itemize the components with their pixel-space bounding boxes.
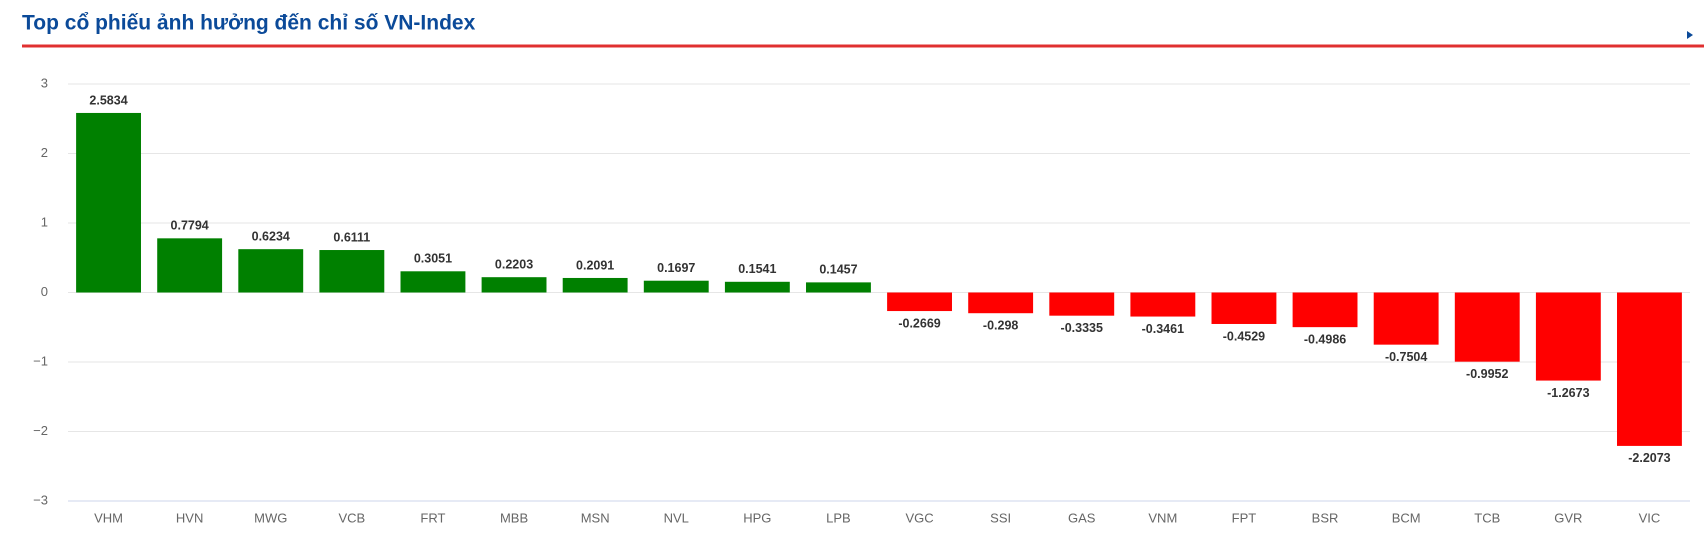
y-tick-label: −1 <box>33 353 48 368</box>
y-tick-label: 2 <box>41 145 48 160</box>
bar <box>76 112 141 293</box>
bar <box>562 277 628 293</box>
bar <box>1373 292 1439 345</box>
value-label: -1.2673 <box>1547 386 1589 400</box>
value-label: -0.7504 <box>1385 350 1427 364</box>
x-tick-label: MSN <box>581 510 610 525</box>
bar <box>238 249 304 293</box>
x-tick-label: VCB <box>338 510 365 525</box>
bar <box>400 271 466 293</box>
y-tick-label: 3 <box>41 75 48 90</box>
y-tick-label: −3 <box>33 492 48 507</box>
bar <box>1049 292 1115 316</box>
value-label: 0.3051 <box>414 252 452 266</box>
bar <box>319 250 385 293</box>
x-tick-label: VNM <box>1148 510 1177 525</box>
value-label: 0.6111 <box>333 230 370 244</box>
value-label: 0.2203 <box>495 257 533 271</box>
bar <box>724 281 790 293</box>
x-tick-label: GVR <box>1554 510 1582 525</box>
bar <box>1130 292 1196 317</box>
value-label: -0.3461 <box>1142 322 1184 336</box>
value-label: -0.298 <box>983 319 1018 333</box>
x-tick-label: FPT <box>1232 510 1257 525</box>
value-label: 0.1457 <box>819 263 857 277</box>
x-tick-label: SSI <box>990 510 1011 525</box>
value-label: 2.5834 <box>89 93 127 107</box>
bar <box>1454 292 1520 362</box>
value-label: 0.2091 <box>576 258 614 272</box>
x-tick-label: MBB <box>500 510 528 525</box>
value-label: -0.4529 <box>1223 329 1265 343</box>
bar <box>157 238 223 293</box>
value-label: 0.1541 <box>738 262 776 276</box>
chart-title: Top cổ phiếu ảnh hưởng đến chỉ số VN-Ind… <box>22 12 476 35</box>
x-tick-label: LPB <box>826 510 851 525</box>
x-tick-label: FRT <box>420 510 445 525</box>
y-tick-label: 0 <box>41 284 48 299</box>
bar <box>481 277 547 293</box>
y-tick-label: −2 <box>33 423 48 438</box>
bar <box>887 292 952 312</box>
x-tick-label: HVN <box>176 510 203 525</box>
value-label: -2.2073 <box>1628 451 1670 465</box>
bar <box>1211 292 1277 324</box>
expand-arrow[interactable] <box>1687 31 1693 39</box>
x-tick-label: VGC <box>905 510 933 525</box>
bar <box>806 282 871 293</box>
bar <box>1535 292 1601 381</box>
bar <box>1617 292 1682 446</box>
bar <box>968 292 1034 314</box>
x-tick-label: NVL <box>664 510 689 525</box>
value-label: 0.7794 <box>171 219 209 233</box>
bar <box>1292 292 1358 328</box>
x-tick-label: BCM <box>1392 510 1421 525</box>
value-label: 0.1697 <box>657 261 695 275</box>
x-tick-label: MWG <box>254 510 287 525</box>
value-label: -0.9952 <box>1466 367 1508 381</box>
value-label: -0.2669 <box>898 316 940 330</box>
x-tick-label: GAS <box>1068 510 1096 525</box>
value-label: -0.4986 <box>1304 332 1346 346</box>
x-tick-label: TCB <box>1474 510 1500 525</box>
bar <box>643 280 709 293</box>
value-label: 0.6234 <box>252 229 290 243</box>
x-tick-label: BSR <box>1312 510 1339 525</box>
x-tick-label: VHM <box>94 510 123 525</box>
x-tick-label: HPG <box>743 510 771 525</box>
value-label: -0.3335 <box>1061 321 1103 335</box>
x-tick-label: VIC <box>1639 510 1661 525</box>
y-tick-label: 1 <box>41 214 48 229</box>
